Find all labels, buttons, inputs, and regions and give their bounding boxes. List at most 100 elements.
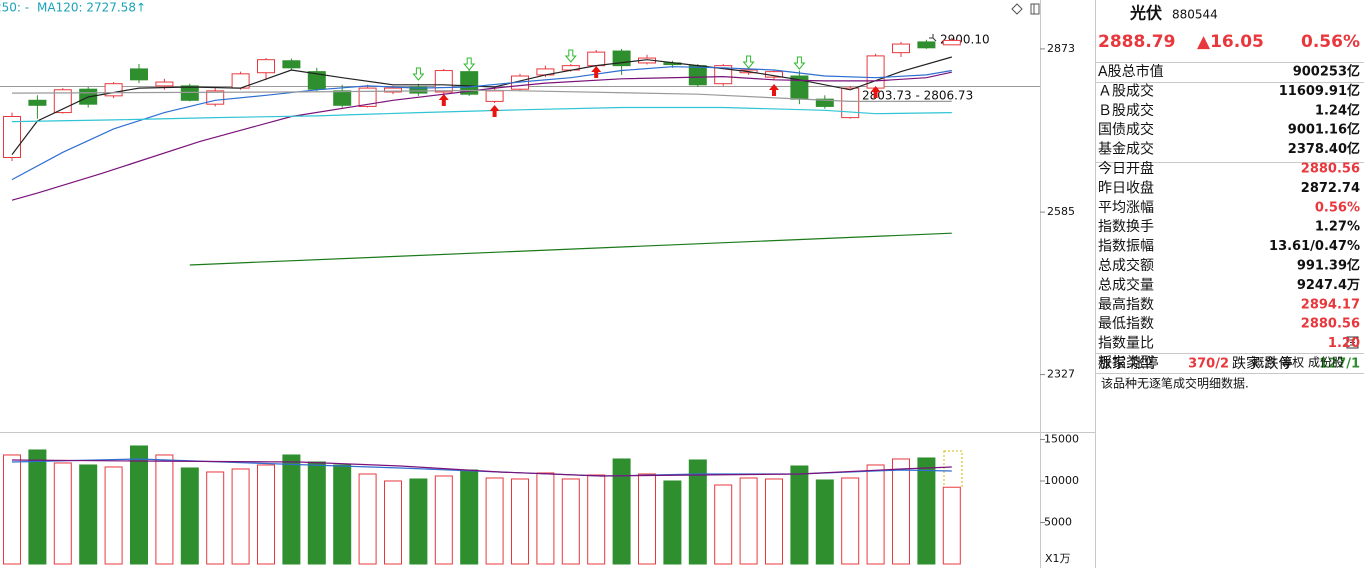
row-value: 2880.56 [1301, 317, 1360, 332]
volume-bar [104, 466, 123, 565]
volume-bar [53, 462, 72, 565]
row-label: 板指类型 [1098, 355, 1154, 371]
volume-bar [739, 477, 758, 565]
candle-body [257, 59, 275, 74]
row-label: 总成交量 [1098, 276, 1154, 293]
high-marker [929, 34, 937, 42]
volume-bar [917, 457, 936, 565]
volume-bar [536, 472, 555, 565]
row-value: 0.56% [1315, 200, 1360, 215]
candle-body [180, 85, 199, 101]
candle-body [384, 87, 402, 93]
candle-body [714, 65, 733, 85]
y-tick-label: 2873 [1047, 42, 1075, 55]
row-label: A股总市值 [1098, 63, 1164, 80]
volume-bar [206, 471, 225, 565]
candle-body [485, 90, 504, 102]
symbol-code: 880544 [1172, 8, 1218, 22]
row-label: 指数量比 [1098, 336, 1154, 352]
buy-signal [769, 84, 779, 96]
candle-body [130, 68, 148, 81]
buy-signal [870, 86, 881, 98]
candle-body [841, 87, 860, 119]
y-tick-label: 2585 [1047, 205, 1075, 218]
y-tick-label: 10000 [1044, 474, 1079, 487]
row-value: 991.39亿 [1297, 258, 1360, 274]
y-tick-label: 2327 [1047, 368, 1075, 381]
volume-bar [815, 479, 834, 565]
buy-signal [591, 66, 602, 78]
row-label: 最高指数 [1098, 296, 1154, 313]
volume-bar [866, 464, 885, 565]
volume-bar [790, 465, 809, 565]
row-label: 国债成交 [1098, 121, 1154, 138]
volume-bar [79, 464, 98, 565]
breadth-up-value: 370/2 [1188, 357, 1229, 372]
candle-body [155, 81, 174, 87]
buy-signal [489, 105, 500, 117]
sell-signal [742, 55, 755, 69]
candle-body [28, 99, 47, 106]
row-value: 13.61/0.47% [1269, 239, 1360, 254]
row-label: 今日开盘 [1098, 160, 1154, 177]
row-value: 1.20 [1328, 336, 1360, 351]
volume-bar [942, 486, 961, 565]
sell-signal [564, 49, 577, 63]
candle-body [358, 87, 377, 107]
volume-bar [180, 467, 199, 565]
grid-icon-lines [1350, 339, 1355, 346]
row-value: 9001.16亿 [1288, 122, 1360, 138]
y-tick-label: 15000 [1044, 432, 1079, 445]
moving-average [11, 106, 952, 123]
candle-body [409, 86, 428, 94]
candle-body [587, 51, 606, 67]
volume-bar [714, 484, 733, 565]
volume-bar [612, 458, 631, 565]
volume-bar [460, 469, 479, 565]
y-tick-label: 5000 [1044, 515, 1072, 528]
candle-body [688, 65, 707, 86]
moving-average [189, 232, 952, 266]
volume-bar [587, 474, 606, 565]
sell-signal [463, 57, 476, 71]
volume-bar [663, 480, 682, 565]
range-annotation: 2803.73 - 2806.73 [862, 89, 973, 103]
row-value: 2894.17 [1301, 297, 1360, 312]
row-label: 总成交额 [1098, 257, 1154, 274]
volume-bar [511, 478, 529, 565]
volume-bar [892, 458, 910, 565]
volume-bar [307, 461, 326, 565]
row-label: 最低指数 [1098, 316, 1154, 332]
sell-signal [412, 67, 425, 81]
row-label: 指数振幅 [1098, 239, 1154, 255]
breadth-down-label: 跌家.跌停 [1232, 355, 1292, 372]
candle-body [917, 41, 936, 49]
price-change: ▲16.05 [1197, 32, 1264, 52]
grid-icon[interactable] [1346, 336, 1359, 349]
row-value: 1.24亿 [1315, 102, 1360, 118]
volume-bar [561, 478, 580, 565]
row-label: 指数换手 [1098, 218, 1154, 235]
moving-average [11, 89, 952, 102]
volume-bar [384, 480, 402, 565]
volume-bar [257, 464, 275, 565]
volume-unit: X1万 [1045, 552, 1071, 565]
row-value: 9247.4万 [1297, 278, 1360, 293]
moving-average [11, 56, 952, 155]
diamond-button[interactable] [1011, 3, 1023, 15]
volume-bar [28, 449, 47, 565]
buy-signal [438, 94, 449, 106]
panel-toggle[interactable] [1030, 3, 1040, 15]
volume-bar [688, 459, 707, 565]
row-label: 基金成交 [1098, 141, 1154, 158]
breadth-up-label: 涨家.涨停 [1098, 355, 1158, 372]
row-label: Ａ股成交 [1098, 82, 1154, 99]
volume-bar [358, 473, 377, 565]
volume-average [11, 459, 952, 477]
breadth-down-value: 127/1 [1319, 357, 1360, 372]
volume-bar [841, 477, 860, 565]
row-value: 概念 等权 成份股 [1252, 355, 1344, 370]
candle-body [892, 43, 910, 54]
candle-body [3, 115, 21, 158]
